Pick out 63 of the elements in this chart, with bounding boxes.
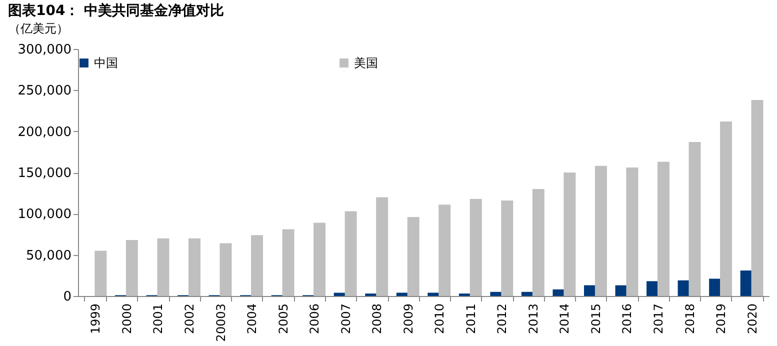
bar [720, 121, 732, 296]
x-tick-label: 2014 [558, 304, 572, 334]
y-tick-label: 100,000 [18, 207, 72, 222]
x-tick-label: 2019 [714, 304, 728, 334]
bar [251, 235, 264, 296]
bar [94, 250, 107, 296]
x-tick-label: 1999 [88, 304, 103, 334]
x-tick-label: 2012 [495, 304, 510, 334]
bar [594, 166, 607, 296]
legend-label: 中国 [94, 56, 118, 70]
bar [626, 168, 638, 296]
y-tick-label: 200,000 [18, 124, 72, 140]
x-tick-label: 2015 [588, 304, 603, 334]
bar [552, 289, 565, 296]
bar [740, 270, 752, 296]
y-tick-label: 0 [63, 290, 72, 304]
bar [709, 278, 722, 296]
chart-title: 图表104： 中美共同基金净值对比 [8, 2, 224, 19]
x-tick-label: 2013 [526, 304, 540, 334]
x-tick-label: 2010 [432, 304, 447, 334]
bar [438, 204, 451, 296]
bar [564, 172, 576, 296]
x-tick-label: 2016 [620, 304, 634, 334]
x-tick-label: 20003 [214, 304, 228, 342]
bar [646, 281, 659, 296]
bar [688, 142, 701, 296]
bar [396, 292, 408, 296]
bar [314, 222, 326, 296]
x-tick-label: 2001 [151, 304, 166, 334]
bar [657, 162, 670, 296]
x-tick-label: 2006 [308, 304, 322, 334]
x-tick-label: 2020 [745, 304, 760, 334]
y-axis-title: （亿美元） [8, 22, 68, 36]
legend-label: 美国 [354, 56, 378, 70]
bar [532, 188, 544, 296]
bar [428, 292, 440, 296]
bar [470, 198, 482, 296]
bar [126, 240, 138, 296]
bar [157, 238, 170, 296]
bar [334, 292, 346, 296]
y-tick-label: 150,000 [18, 166, 72, 181]
x-tick-label: 2002 [182, 304, 196, 334]
x-tick-label: 2004 [245, 304, 260, 334]
bar [376, 197, 388, 296]
bar [220, 243, 232, 296]
bar [282, 229, 294, 296]
y-tick-label: 50,000 [26, 248, 72, 264]
x-tick-label: 2005 [276, 304, 290, 334]
x-tick-label: 2011 [464, 304, 478, 334]
x-tick-label: 2009 [401, 304, 416, 334]
x-tick-label: 2018 [682, 304, 697, 334]
y-tick-label: 300,000 [18, 42, 72, 58]
x-tick-label: 2017 [652, 304, 666, 334]
bar [501, 200, 514, 296]
x-tick-label: 2008 [370, 304, 384, 334]
x-tick-label: 2000 [120, 304, 134, 334]
bar [344, 211, 357, 296]
bar [407, 216, 420, 296]
bar [584, 285, 596, 296]
y-tick-label: 250,000 [18, 84, 72, 99]
bar [751, 100, 764, 296]
x-tick-label: 2007 [338, 304, 353, 334]
bar [188, 238, 200, 296]
